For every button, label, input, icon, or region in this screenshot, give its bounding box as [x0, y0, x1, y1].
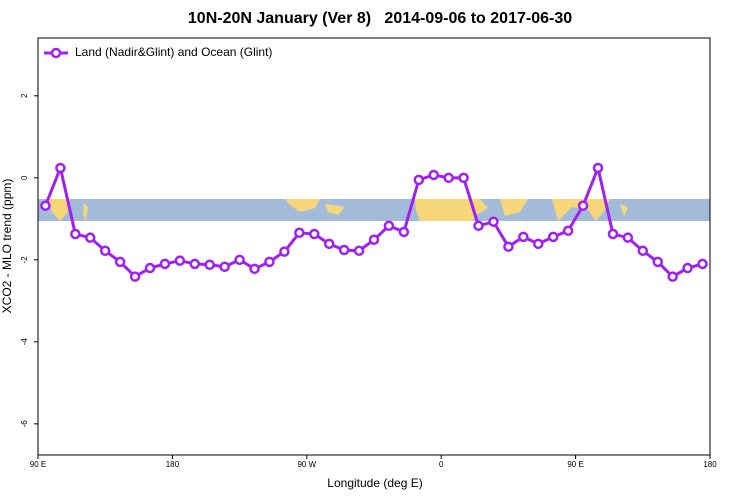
x-tick-label: 90 W [297, 460, 316, 469]
legend-label: Land (Nadir&Glint) and Ocean (Glint) [75, 45, 272, 59]
y-tick-label: -2 [20, 256, 29, 264]
data-point [249, 263, 260, 275]
data-point [353, 245, 365, 257]
data-point [204, 259, 215, 270]
x-tick-label: 90 E [30, 460, 46, 469]
data-point [637, 245, 649, 257]
data-point [428, 169, 439, 181]
data-point [279, 246, 290, 257]
data-point [70, 228, 81, 240]
y-axis-label: XCO2 - MLO trend (ppm) [0, 179, 14, 314]
y-tick-label: 2 [20, 93, 29, 98]
data-point [473, 220, 484, 232]
data-point [533, 238, 544, 250]
data-point [562, 225, 574, 236]
data-point [264, 256, 275, 268]
data-point [55, 162, 66, 174]
y-tick-label: -6 [20, 420, 29, 428]
data-point [697, 258, 708, 270]
data-point [174, 255, 186, 266]
data-point [114, 256, 126, 268]
data-point [219, 261, 230, 273]
plot-frame [37, 37, 711, 456]
legend-marker [50, 47, 62, 59]
x-tick-label: 90 E [567, 460, 583, 469]
data-point [577, 200, 589, 211]
map-strip [38, 199, 710, 221]
data-point [607, 228, 619, 240]
data-point [85, 232, 96, 243]
data-point [323, 238, 335, 250]
y-tick-label: 0 [20, 175, 29, 180]
chart-title: 10N-20N January (Ver 8) 2014-09-06 to 20… [188, 10, 572, 27]
data-point [383, 220, 395, 232]
data-point [592, 162, 604, 174]
data-point [667, 271, 678, 282]
data-point [503, 241, 514, 252]
data-point [234, 254, 245, 266]
data-point [413, 174, 425, 186]
data-point [518, 231, 529, 243]
data-point [368, 234, 380, 245]
data-point [398, 226, 410, 238]
data-point [309, 228, 320, 240]
series-line [44, 162, 703, 279]
data-point [547, 231, 559, 243]
x-tick-label: 0 [439, 460, 444, 469]
data-point [40, 200, 51, 211]
data-point [144, 262, 156, 274]
x-axis-label: Longitude (deg E) [327, 476, 422, 490]
data-point [294, 227, 305, 239]
x-tick-label: 180 [166, 460, 180, 469]
y-tick-label: -4 [20, 338, 29, 346]
data-point [99, 245, 111, 257]
data-point [682, 262, 693, 274]
data-point [622, 232, 634, 243]
data-point [652, 256, 663, 268]
data-point [159, 258, 171, 270]
data-point [129, 271, 141, 282]
data-point [488, 216, 499, 227]
x-tick-label: 180 [703, 460, 717, 469]
data-point [443, 172, 454, 184]
data-point [458, 172, 469, 184]
data-point [338, 244, 350, 256]
data-point [189, 258, 201, 270]
